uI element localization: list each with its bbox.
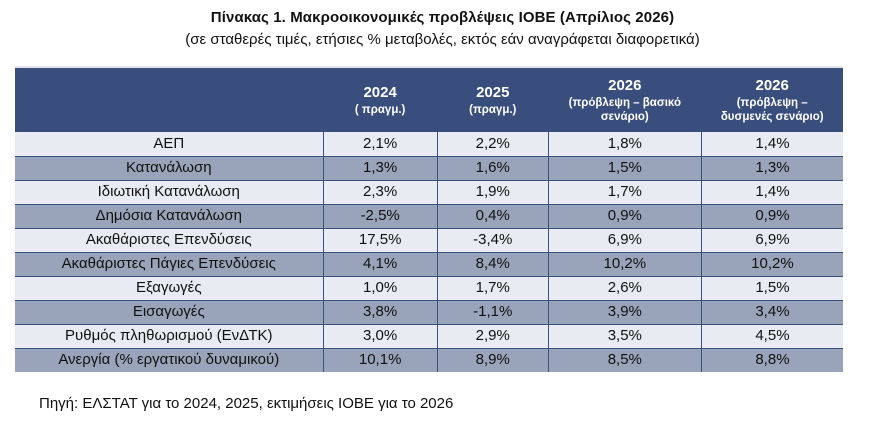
page-subtitle: (σε σταθερές τιμές, ετήσιες % μεταβολές,… [185,31,700,48]
cell-value: 1,7% [547,179,702,205]
cell-value: 1,4% [700,179,843,205]
header-note: (πραγμ.) [469,104,517,116]
table-row: Ακαθάριστες Επενδύσεις 17,5% -3,4% 6,9% … [15,227,843,253]
row-label: Εξαγωγές [15,275,324,301]
cell-value: 2,3% [322,179,438,205]
row-label: Ανεργία (% εργατικού δυναμικού) [15,347,324,372]
cell-value: 3,9% [547,299,702,325]
cell-value: 2,6% [547,275,702,301]
row-label: Εισαγωγές [15,299,324,325]
header-year: 2026 [755,77,789,94]
cell-value: 8,5% [547,347,702,372]
table-row: Κατανάλωση 1,3% 1,6% 1,5% 1,3% [15,155,843,181]
table-row: ΑΕΠ 2,1% 2,2% 1,8% 1,4% [15,132,843,157]
cell-value: 4,1% [322,251,438,277]
row-label: Ακαθάριστες Επενδύσεις [15,227,324,253]
cell-value: 8,9% [436,347,549,372]
cell-value: 3,0% [322,323,438,349]
source-note: Πηγή: ΕΛΣΤΑΤ για το 2024, 2025, εκτιμήσε… [39,395,454,412]
row-label: Δημόσια Κατανάλωση [15,203,324,229]
table-row: Ρυθμός πληθωρισμού (ΕνΔΤΚ) 3,0% 2,9% 3,5… [15,323,843,349]
cell-value: 2,2% [436,132,549,157]
cell-value: 17,5% [322,227,438,253]
cell-value: 1,0% [322,275,438,301]
cell-value: 1,9% [436,179,549,205]
cell-value: 1,4% [700,132,843,157]
cell-value: -2,5% [322,203,438,229]
page-title: Πίνακας 1. Μακροοικονομικές προβλέψεις Ι… [210,9,675,26]
table-row: Εξαγωγές 1,0% 1,7% 2,6% 1,5% [15,275,843,301]
cell-value: 8,8% [700,347,843,372]
cell-value: 1,6% [436,155,549,181]
cell-value: 1,3% [322,155,438,181]
cell-value: 8,4% [436,251,549,277]
cell-value: 0,9% [700,203,843,229]
cell-value: 1,8% [547,132,702,157]
cell-value: 10,1% [322,347,438,372]
table-body: ΑΕΠ 2,1% 2,2% 1,8% 1,4% Κατανάλωση 1,3% … [15,132,843,372]
table-row: Δημόσια Κατανάλωση -2,5% 0,4% 0,9% 0,9% [15,203,843,229]
row-label: ΑΕΠ [15,132,324,157]
cell-value: 3,5% [547,323,702,349]
header-cell-2026-baseline: 2026 (πρόβλεψη – βασικό σενάριο) [548,66,702,132]
header-cell-2026-adverse: 2026 (πρόβλεψη – δυσμενές σενάριο) [701,66,843,132]
cell-value: 1,3% [700,155,843,181]
cell-value: 1,5% [547,155,702,181]
cell-value: 4,5% [700,323,843,349]
cell-value: 0,4% [436,203,549,229]
cell-value: -3,4% [436,227,549,253]
table-row: Ανεργία (% εργατικού δυναμικού) 10,1% 8,… [15,347,843,372]
table-row: Ιδιωτική Κατανάλωση 2,3% 1,9% 1,7% 1,4% [15,179,843,205]
header-year: 2024 [363,84,397,101]
cell-value: 2,9% [436,323,549,349]
cell-value: 3,8% [322,299,438,325]
cell-value: 2,1% [322,132,438,157]
cell-value: 0,9% [547,203,702,229]
cell-value: 1,7% [436,275,549,301]
table-row: Ακαθάριστες Πάγιες Επενδύσεις 4,1% 8,4% … [15,251,843,277]
header-row: 2024 ( πραγμ.) 2025 (πραγμ.) 2026 (πρόβλ… [15,66,843,132]
header-cell-indicator [15,66,324,132]
header-year: 2026 [608,77,642,94]
cell-value: 10,2% [700,251,843,277]
table-row: Εισαγωγές 3,8% -1,1% 3,9% 3,4% [15,299,843,325]
header-cell-2025: 2025 (πραγμ.) [437,66,549,132]
row-label: Κατανάλωση [15,155,324,181]
cell-value: 10,2% [547,251,702,277]
header-note: ( πραγμ.) [354,104,406,116]
header-cell-2024: 2024 ( πραγμ.) [323,66,438,132]
row-label: Ακαθάριστες Πάγιες Επενδύσεις [15,251,324,277]
header-note: (πρόβλεψη – βασικό σενάριο) [568,97,681,123]
header-note: (πρόβλεψη – δυσμενές σενάριο) [720,97,824,123]
cell-value: 1,5% [700,275,843,301]
cell-value: -1,1% [436,299,549,325]
row-label: Ιδιωτική Κατανάλωση [15,179,324,205]
cell-value: 3,4% [700,299,843,325]
macro-forecast-table: 2024 ( πραγμ.) 2025 (πραγμ.) 2026 (πρόβλ… [15,66,843,372]
cell-value: 6,9% [700,227,843,253]
cell-value: 6,9% [547,227,702,253]
row-label: Ρυθμός πληθωρισμού (ΕνΔΤΚ) [15,323,324,349]
table-header: 2024 ( πραγμ.) 2025 (πραγμ.) 2026 (πρόβλ… [15,66,843,132]
header-year: 2025 [476,84,510,101]
